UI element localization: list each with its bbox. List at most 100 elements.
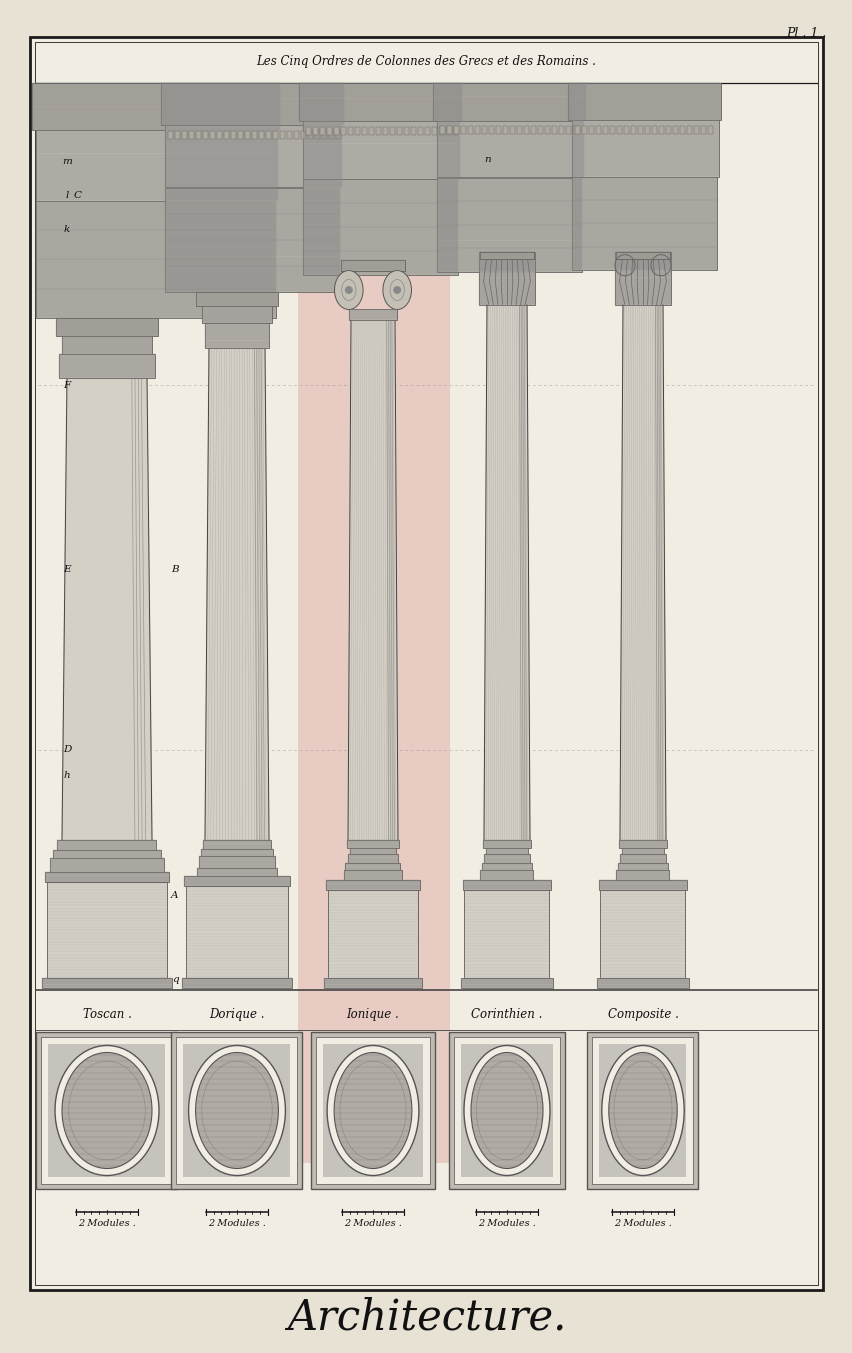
Bar [619,854,665,863]
Text: Corinthien .: Corinthien . [471,1008,542,1022]
Bar [302,122,459,179]
Text: Composite .: Composite . [607,1008,677,1022]
Bar [551,126,556,134]
Bar [572,176,717,271]
Text: h: h [64,770,70,779]
Text: 2 Modules .: 2 Modules . [208,1219,266,1229]
Bar [204,323,269,348]
Bar [181,131,187,139]
Bar [49,858,164,871]
Ellipse shape [463,1046,550,1176]
Bar [479,252,534,304]
Bar [334,127,338,135]
Bar [321,131,326,139]
Text: A: A [171,890,179,900]
Bar [624,126,628,134]
Bar [483,854,529,863]
Ellipse shape [602,1046,683,1176]
Text: n: n [484,156,491,165]
Bar [348,310,397,321]
Bar [341,127,346,135]
Bar [199,856,275,869]
Bar [308,131,313,139]
Bar [424,127,429,135]
Bar [340,260,405,271]
Bar [325,879,419,890]
Bar [475,126,480,134]
Bar [186,886,288,978]
Bar [210,131,215,139]
Bar [679,126,684,134]
Bar [538,126,543,134]
Bar [460,1045,552,1177]
Bar [566,126,570,134]
Bar [523,126,528,134]
Bar [616,126,621,134]
Bar [336,131,341,139]
Circle shape [344,285,353,294]
Bar [486,848,527,854]
Bar [176,1036,297,1184]
Bar [609,126,614,134]
Bar [168,131,173,139]
Bar [516,126,521,134]
Bar [453,1036,560,1184]
Bar [324,978,421,988]
Bar [411,127,416,135]
Bar [175,131,180,139]
Bar [572,120,718,176]
Polygon shape [62,377,152,840]
Bar [480,870,532,879]
Text: 2 Modules .: 2 Modules . [613,1219,671,1229]
Bar [463,879,550,890]
Bar [315,1036,429,1184]
Bar [495,126,500,134]
Bar [313,127,318,135]
Bar [44,871,170,882]
Bar [320,127,325,135]
Bar [503,126,508,134]
Bar [62,336,152,354]
Bar [596,126,601,134]
Bar [481,126,486,134]
Bar [587,1032,698,1189]
Bar [596,978,688,988]
Ellipse shape [470,1053,543,1169]
Bar [446,126,452,134]
Bar [197,869,277,875]
Bar [436,177,581,272]
Bar [574,126,579,134]
Bar [598,879,687,890]
Text: Toscan .: Toscan . [83,1008,131,1022]
Text: B: B [171,566,179,575]
Bar [36,130,278,200]
Bar [431,127,436,135]
Bar [348,854,398,863]
Bar [184,875,290,886]
Text: Dorique .: Dorique . [209,1008,264,1022]
Bar [361,127,366,135]
Bar [439,127,444,135]
Bar [665,126,671,134]
Text: C: C [74,191,82,199]
Bar [618,863,667,870]
Ellipse shape [188,1046,285,1176]
Bar [42,978,171,988]
Bar [32,83,279,130]
Bar [602,126,607,134]
Bar [433,83,585,120]
Bar [203,840,270,848]
Bar [453,126,458,134]
Ellipse shape [62,1053,152,1169]
Bar [286,131,291,139]
Bar [480,252,533,260]
Bar [630,126,636,134]
Polygon shape [348,321,398,840]
Bar [231,131,236,139]
Bar [346,840,399,848]
Ellipse shape [55,1046,158,1176]
Bar [567,83,720,120]
Bar [573,126,578,134]
Bar [488,126,493,134]
Polygon shape [204,348,268,840]
